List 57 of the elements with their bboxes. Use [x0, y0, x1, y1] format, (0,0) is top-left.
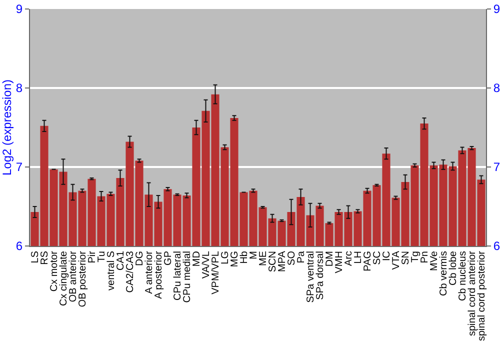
x-tick-label: LS [30, 250, 41, 264]
x-tick-label: VPM/VPL [210, 250, 222, 294]
x-tick-label: RS [40, 250, 50, 265]
y2-tick-label: 6 [493, 239, 500, 254]
y-tick-label: 6 [16, 239, 23, 254]
y2-tick-label: 8 [493, 81, 500, 96]
x-tick-label: IC [382, 251, 392, 261]
y-tick-label: 7 [16, 160, 23, 174]
x-tick-label: OB posterior [78, 250, 88, 308]
y-tick-label: 8 [16, 81, 23, 96]
x-tick-label: VMH [334, 251, 345, 274]
x-tick-label: ME [258, 250, 269, 266]
x-tick-label: VTA [391, 250, 402, 270]
x-tick-label: CA1 [116, 250, 126, 270]
x-tick-label: Cx motor [49, 250, 60, 292]
x-tick-label: Tu [96, 251, 108, 262]
x-tick-label: Cx cingulate [58, 250, 70, 306]
x-tick-label: SN [400, 251, 412, 265]
x-tick-label: Cb vermis [438, 251, 450, 296]
x-tick-label: spinal cord anterior [467, 250, 478, 336]
x-tick-label: CA2/CA3 [125, 250, 136, 293]
x-tick-label: Cb lobe [448, 250, 459, 286]
x-tick-label: VA/VL [201, 250, 212, 279]
x-tick-label: SPa ventral [306, 251, 316, 303]
x-tick-label: spinal cord posterior [476, 250, 488, 342]
x-tick-label: A posterior [154, 250, 164, 299]
x-tick-label: Arc [344, 251, 354, 266]
x-tick-label: LG [220, 250, 231, 264]
x-tick-label: Cb nucleus [458, 251, 468, 302]
x-tick-label: M [248, 251, 260, 260]
x-tick-label: LH [353, 251, 364, 264]
x-tick-label: SC [372, 251, 383, 265]
x-tick-label: Pa [296, 250, 307, 264]
x-tick-label: SPa dorsal [315, 251, 326, 300]
x-tick-label: CPu lateral [172, 251, 184, 300]
x-tick-label: MG [230, 250, 240, 268]
x-tick-label: OB anterior [68, 250, 79, 302]
x-tick-label: Pn [420, 251, 430, 264]
x-tick-label: GP [163, 250, 174, 266]
x-tick-label: SO [286, 250, 298, 266]
x-tick-label: MD [192, 251, 202, 267]
x-tick-label: A anterior [144, 250, 155, 294]
y-tick-label: 9 [16, 2, 23, 16]
x-tick-label: Pir [87, 250, 98, 264]
x-tick-label: DM [324, 251, 336, 267]
x-tick-label: SCN [268, 251, 278, 272]
y2-tick-label: 9 [493, 2, 500, 16]
x-tick-label: CPu medial [182, 251, 193, 303]
x-tick-label: Tg [410, 251, 421, 263]
x-tick-label: MPA [277, 250, 288, 272]
x-tick-label: Hb [239, 250, 250, 264]
y2-tick-label: 7 [493, 160, 500, 174]
x-tick-label: DG [134, 250, 146, 266]
x-tick-label: ventral S [106, 250, 117, 290]
y-axis-title: Log2 (expression) [0, 79, 14, 176]
x-tick-label: PAG [362, 250, 374, 272]
x-tick-label: MVe [429, 250, 440, 272]
